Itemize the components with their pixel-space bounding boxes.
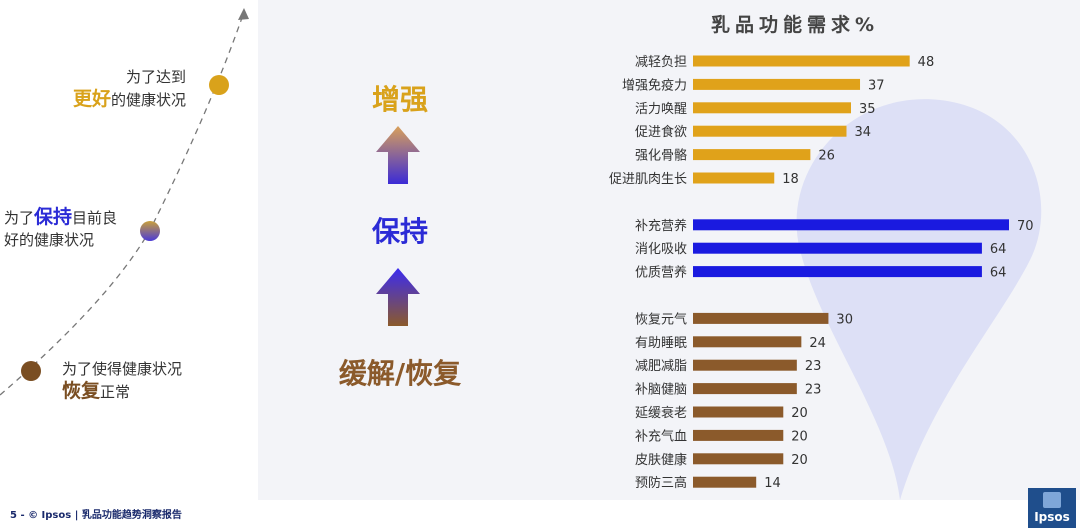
- map-pin-shape: [796, 99, 1042, 500]
- bar: [693, 383, 797, 395]
- bar: [693, 149, 811, 161]
- value-label: 24: [809, 336, 826, 351]
- middle-stage-column: 增强 保持 缓解/恢复: [300, 0, 500, 500]
- mid-stage-rest1: 目前良: [72, 209, 118, 227]
- value-label: 14: [764, 476, 781, 491]
- category-label: 预防三高: [635, 475, 687, 491]
- bar: [693, 242, 982, 254]
- mid-stage-text: 为了保持目前良 好的健康状况: [4, 206, 144, 251]
- category-label: 减肥减脂: [635, 359, 687, 374]
- value-label: 37: [868, 78, 885, 93]
- value-label: 64: [990, 242, 1007, 257]
- mid-stage-dot: [140, 221, 160, 241]
- top-stage-line1: 为了达到: [125, 68, 186, 86]
- bar: [693, 102, 851, 114]
- bar: [693, 125, 847, 137]
- footer-text: 5 - © Ipsos | 乳品功能趋势洞察报告: [10, 510, 182, 521]
- mid-stage-line2: 好的健康状况: [4, 231, 95, 249]
- category-label: 促进肌肉生长: [609, 172, 687, 187]
- left-panel: 为了达到 更好的健康状况 为了保持目前良 好的健康状况 为了使得健康状况 恢复正…: [0, 0, 258, 500]
- chart-svg: 减轻负担 48 增强免疫力 37 活力唤醒 35 促进食欲 34 强化骨骼 26 促进肌肉生长 18 补…: [609, 55, 1042, 500]
- value-label: 70: [1017, 219, 1034, 234]
- maintain-label: 保持: [371, 215, 428, 248]
- value-label: 64: [990, 266, 1007, 281]
- bar: [693, 406, 784, 418]
- function-demand-chart: 减轻负担 48 增强免疫力 37 活力唤醒 35 促进食欲 34 强化骨骼 26 促进肌肉生长 18 补…: [560, 0, 1080, 510]
- category-label: 有助睡眠: [635, 336, 687, 351]
- enhance-label: 增强: [371, 83, 428, 116]
- top-stage-emph: 更好: [72, 88, 111, 110]
- category-label: 补充气血: [635, 428, 687, 444]
- chart-title: 乳品功能需求%: [710, 14, 880, 36]
- relieve-label: 缓解/恢复: [338, 357, 462, 390]
- mid-stage-emph: 保持: [34, 206, 73, 228]
- bar: [693, 266, 982, 278]
- value-label: 26: [818, 149, 835, 164]
- value-label: 20: [791, 453, 808, 468]
- category-label: 消化吸收: [635, 242, 687, 257]
- logo-text: Ipsos: [1034, 510, 1070, 524]
- bar: [693, 336, 802, 348]
- bottom-stage-rest: 正常: [100, 383, 131, 401]
- category-label: 减轻负担: [635, 55, 687, 70]
- bar: [693, 453, 784, 465]
- bar: [693, 312, 829, 324]
- category-label: 强化骨骼: [635, 148, 687, 164]
- bottom-stage-dot: [21, 361, 41, 381]
- top-stage-rest: 的健康状况: [110, 91, 186, 109]
- category-label: 促进食欲: [635, 124, 687, 140]
- footer: 5 - © Ipsos | 乳品功能趋势洞察报告: [0, 500, 1080, 529]
- bar: [693, 172, 775, 184]
- trend-curve: [0, 8, 249, 396]
- up-arrow-icon: [376, 126, 420, 184]
- bar: [693, 476, 757, 488]
- bar: [693, 219, 1009, 231]
- bottom-stage-line1: 为了使得健康状况: [62, 360, 183, 378]
- value-label: 23: [805, 383, 822, 398]
- category-label: 恢复元气: [635, 311, 687, 327]
- logo-mark-icon: [1043, 492, 1061, 508]
- category-label: 延缓衰老: [635, 405, 687, 421]
- up-arrow-icon: [376, 268, 420, 326]
- value-label: 34: [854, 125, 871, 140]
- category-label: 补脑健脑: [635, 383, 687, 398]
- value-label: 20: [791, 406, 808, 421]
- value-label: 23: [805, 359, 822, 374]
- category-label: 活力唤醒: [635, 102, 687, 117]
- category-label: 增强免疫力: [622, 77, 687, 93]
- category-label: 优质营养: [635, 265, 687, 281]
- value-label: 35: [859, 102, 876, 117]
- bottom-stage-emph: 恢复: [62, 380, 101, 402]
- bar: [693, 359, 797, 371]
- ipsos-logo: Ipsos: [1028, 488, 1076, 528]
- bar: [693, 55, 910, 67]
- bottom-stage-text: 为了使得健康状况 恢复正常: [62, 358, 242, 403]
- bar: [693, 429, 784, 441]
- category-label: 皮肤健康: [635, 452, 687, 468]
- value-label: 48: [918, 55, 935, 70]
- mid-stage-pre: 为了: [4, 209, 35, 227]
- value-label: 18: [782, 172, 799, 187]
- bar: [693, 78, 861, 90]
- value-label: 20: [791, 429, 808, 444]
- value-label: 30: [836, 312, 853, 327]
- top-stage-dot: [209, 75, 229, 95]
- category-label: 补充营养: [635, 218, 687, 234]
- top-stage-text: 为了达到 更好的健康状况: [56, 66, 186, 111]
